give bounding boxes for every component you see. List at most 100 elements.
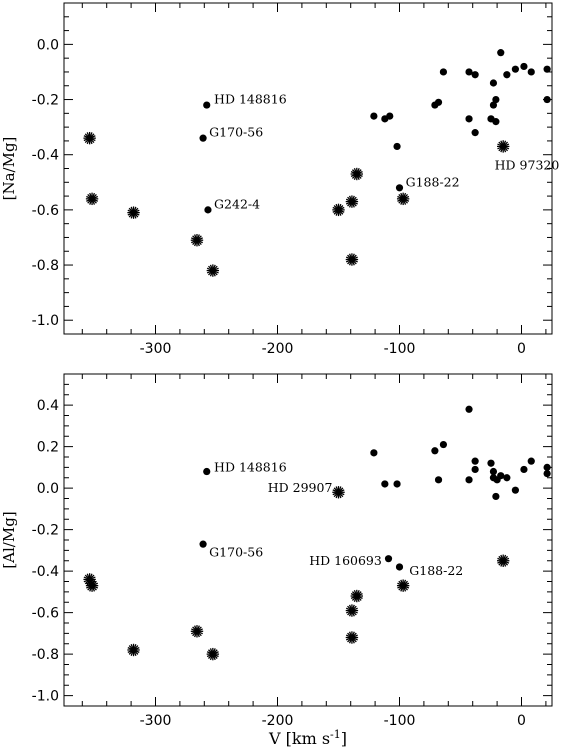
plot-frame <box>63 373 553 707</box>
point-annotation: G170-56 <box>209 125 263 140</box>
point-annotation: HD 148816 <box>214 92 287 107</box>
x-tick-label: -200 <box>262 341 294 357</box>
data-point-dot <box>511 65 519 73</box>
data-point-star <box>127 643 140 657</box>
data-point-star <box>345 253 359 266</box>
y-tick-label: 0.0 <box>37 37 59 53</box>
data-point-dot <box>492 492 500 501</box>
data-point-star <box>206 264 220 277</box>
y-tick-label: -0.6 <box>32 606 59 622</box>
data-point-dot <box>503 474 511 482</box>
data-point-dot <box>393 480 401 488</box>
x-tick-label: -100 <box>384 341 416 357</box>
data-point-dot <box>497 472 505 480</box>
x-tick-label: -300 <box>140 341 172 357</box>
y-tick-label: -0.4 <box>32 148 59 164</box>
y-tick-label: -0.4 <box>32 564 59 580</box>
data-point-star <box>345 631 359 644</box>
y-tick-label: -1.0 <box>32 689 59 705</box>
data-point-star <box>127 206 140 219</box>
data-point-star <box>497 140 510 153</box>
point-annotation: HD 160693 <box>309 553 382 568</box>
y-tick-label: 0.2 <box>37 440 59 456</box>
data-point-dot <box>527 68 535 76</box>
point-annotation: G188-22 <box>406 174 460 189</box>
data-point-star <box>396 579 410 592</box>
data-point-dot <box>381 480 389 488</box>
point-annotation: G242-4 <box>214 196 260 211</box>
data-point-star <box>350 589 363 603</box>
y-tick-label: -1.0 <box>32 313 59 329</box>
data-point-dot <box>543 470 551 478</box>
data-point-star <box>332 203 345 217</box>
data-point-dot <box>520 62 528 71</box>
data-point-dot <box>492 118 500 126</box>
data-point-dot <box>370 449 378 457</box>
data-point-dot <box>487 459 495 467</box>
data-point-dot <box>393 142 401 151</box>
data-point-star <box>190 234 204 247</box>
data-point-star <box>350 167 363 181</box>
data-point-star <box>85 579 99 592</box>
x-tick-label: 0 <box>517 713 526 729</box>
data-point-dot <box>492 95 500 104</box>
y-axis-label: [Na/Mg] <box>0 137 18 201</box>
data-point-dot <box>199 134 207 142</box>
data-point-dot <box>489 79 498 87</box>
data-point-dot <box>471 129 479 137</box>
y-tick-label: 0.4 <box>37 398 59 414</box>
data-point-dot <box>465 68 473 76</box>
data-point-dot <box>527 457 535 465</box>
data-point-dot <box>439 68 448 76</box>
data-point-dot <box>497 49 505 57</box>
data-point-dot <box>395 563 404 571</box>
data-point-dot <box>431 447 439 455</box>
data-point-star <box>206 647 220 661</box>
point-annotation: HD 29907 <box>268 480 333 495</box>
data-point-dot <box>439 440 448 449</box>
data-point-dot <box>471 465 479 474</box>
data-point-dot <box>203 467 211 476</box>
data-point-dot <box>465 115 473 123</box>
y-tick-label: -0.2 <box>32 93 59 109</box>
data-point-dot <box>465 476 473 484</box>
data-point-dot <box>370 112 378 120</box>
data-point-dot <box>471 71 479 79</box>
data-point-dot <box>203 101 211 109</box>
data-point-dot <box>386 112 394 120</box>
bottom-panel-al-mg: -300 -200 -100 0 0.4 0.2 0.0 -0.2 -0.4 -0.6 -0.8 -1… <box>0 373 553 748</box>
top-panel-na-mg: -300 -200 -100 0 0.0 -0.2 -0.4 -0.6 -0.8 -1.0 [Na/… <box>0 2 560 357</box>
data-point-star <box>83 131 96 145</box>
y-tick-label: -0.8 <box>32 258 59 274</box>
y-tick-label: 0.0 <box>37 481 59 497</box>
data-point-dot <box>434 98 443 106</box>
x-tick-label: -300 <box>140 713 172 729</box>
y-tick-label: -0.2 <box>32 523 59 539</box>
x-tick-label: -100 <box>384 713 416 729</box>
data-point-dot <box>511 486 519 494</box>
data-point-dot <box>199 540 207 548</box>
data-point-dot <box>503 71 511 79</box>
point-annotation: HD 97320 <box>495 158 560 173</box>
data-point-star <box>332 486 345 499</box>
y-axis-label: [Al/Mg] <box>0 511 18 568</box>
data-point-star <box>497 554 510 567</box>
plot-frame <box>63 2 553 335</box>
data-point-dot <box>465 405 473 413</box>
x-tick-label: 0 <box>517 341 526 357</box>
x-axis-label: V [km s-1] <box>268 728 347 748</box>
data-point-dot <box>434 476 443 484</box>
y-tick-label: -0.8 <box>32 647 59 663</box>
point-annotation: G170-56 <box>209 544 263 559</box>
point-annotation: G188-22 <box>409 563 463 578</box>
data-point-dot <box>543 65 551 73</box>
data-point-dot <box>384 555 393 563</box>
data-point-dot <box>489 101 498 109</box>
data-point-star <box>396 192 410 206</box>
data-point-dot <box>520 465 528 474</box>
data-point-star <box>190 625 204 638</box>
data-point-dot <box>204 206 212 214</box>
data-point-dot <box>543 463 551 471</box>
data-point-dot <box>543 95 551 104</box>
